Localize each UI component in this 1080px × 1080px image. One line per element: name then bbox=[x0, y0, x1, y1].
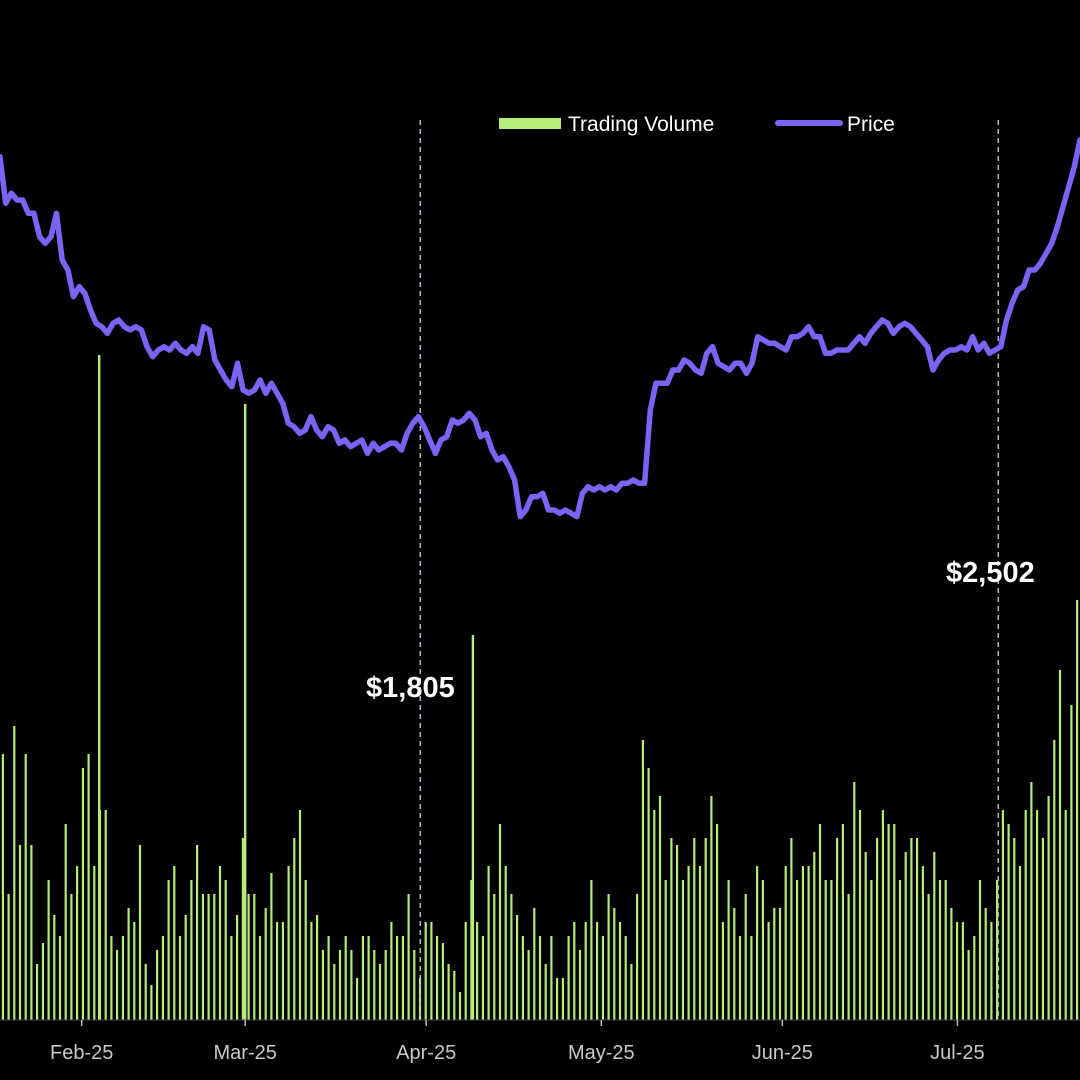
legend-volume-label: Trading Volume bbox=[568, 113, 714, 136]
legend-price-label: Price bbox=[847, 113, 895, 136]
annotations: $1,805 $2,502 bbox=[366, 557, 1035, 704]
price-layer bbox=[0, 137, 1080, 520]
x-tick-label: Mar-25 bbox=[214, 1042, 277, 1064]
x-tick-label: Jun-25 bbox=[752, 1042, 813, 1064]
reference-lines bbox=[419, 120, 1000, 1020]
x-tick-label: May-25 bbox=[568, 1042, 635, 1064]
annotation-low-label: $1,805 bbox=[366, 672, 455, 704]
x-tick-label: Jul-25 bbox=[930, 1042, 984, 1064]
x-tick-label: Feb-25 bbox=[50, 1042, 113, 1064]
legend-volume-swatch bbox=[499, 118, 561, 129]
volume-bars bbox=[1, 355, 1079, 1020]
price-line bbox=[0, 137, 1080, 520]
x-axis: Feb-25 Mar-25 Apr-25 May-25 Jun-25 Jul-25 bbox=[0, 1019, 1080, 1064]
x-tick-label: Apr-25 bbox=[396, 1042, 456, 1064]
annotation-high-label: $2,502 bbox=[946, 557, 1035, 589]
legend: Trading Volume Price bbox=[499, 113, 895, 136]
